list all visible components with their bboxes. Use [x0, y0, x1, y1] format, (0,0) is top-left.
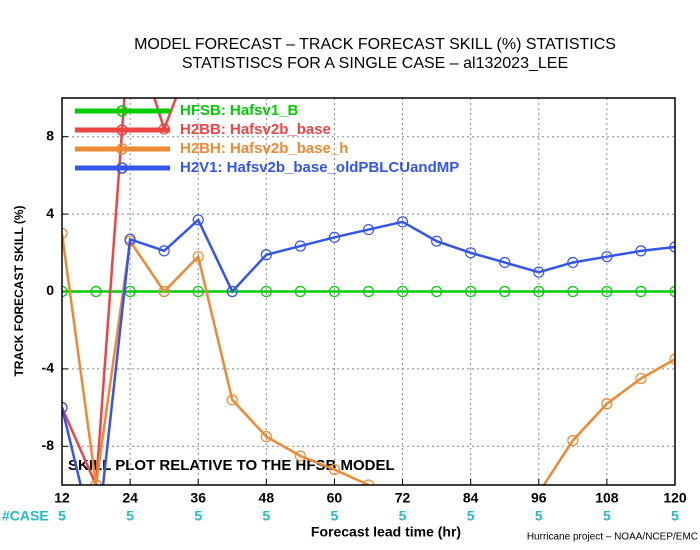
point-marker: [62, 285, 68, 298]
footer: Hurricane project – NOAA/NCEP/EMC: [527, 532, 698, 543]
x-tick-label: 60: [327, 490, 343, 506]
series-line: [62, 217, 675, 485]
point-marker: [62, 227, 68, 240]
case-count: 5: [535, 508, 543, 524]
x-tick-label: 72: [395, 490, 411, 506]
x-tick-label: 12: [54, 490, 70, 506]
chart-subtitle: STATISTISCS FOR A SINGLE CASE – al132023…: [182, 55, 568, 72]
point-marker: [260, 249, 272, 261]
point-marker: [362, 285, 375, 298]
point-marker: [465, 247, 477, 259]
point-marker: [226, 394, 238, 406]
legend-label: HFSB: Hafsv1_B: [180, 102, 299, 119]
point-marker: [432, 505, 442, 515]
point-marker: [328, 285, 341, 298]
point-marker: [124, 233, 136, 245]
case-count: 5: [603, 508, 611, 524]
annotation: SKILL PLOT RELATIVE TO THE HFSB MODEL: [68, 457, 395, 474]
point-marker: [567, 434, 579, 447]
point-marker: [635, 372, 647, 385]
point-marker: [396, 285, 409, 298]
point-marker: [192, 214, 204, 226]
legend-marker: [116, 124, 128, 136]
point-marker: [294, 240, 306, 252]
legend-label: H2V1: Hafsv2b_base_oldPBLCUandMP: [180, 159, 459, 176]
point-marker: [294, 450, 306, 462]
x-tick-label: 108: [595, 490, 619, 506]
case-label: #CASE: [2, 508, 49, 524]
x-axis-label: Forecast lead time (hr): [311, 524, 461, 540]
plot-frame: [61, 97, 676, 486]
y-tick-label: -8: [42, 437, 55, 453]
case-count: 5: [194, 508, 202, 524]
case-count: 5: [399, 508, 407, 524]
legend-marker: [116, 105, 128, 117]
point-marker: [226, 285, 238, 298]
case-count: 5: [126, 508, 134, 524]
point-marker: [567, 256, 579, 269]
point-marker: [362, 479, 375, 485]
x-tick-label: 24: [122, 490, 138, 506]
series-line: [62, 98, 178, 485]
series-line: [62, 233, 675, 485]
point-marker: [328, 231, 341, 243]
point-marker: [465, 285, 477, 298]
point-marker: [431, 235, 443, 247]
point-marker: [260, 431, 272, 443]
point-marker: [601, 398, 613, 410]
x-tick-label: 36: [190, 490, 206, 506]
y-tick-label: 8: [46, 127, 54, 143]
y-tick-label: 0: [46, 282, 54, 298]
x-tick-label: 48: [259, 490, 275, 506]
x-tick-label: 120: [663, 490, 687, 506]
point-marker: [669, 241, 675, 253]
point-marker: [669, 353, 675, 365]
point-marker: [158, 285, 170, 298]
point-marker: [533, 266, 545, 278]
case-count: 5: [671, 508, 679, 524]
point-marker: [500, 499, 510, 509]
case-count: 5: [331, 508, 339, 524]
point-marker: [90, 479, 102, 485]
point-marker: [125, 16, 135, 26]
point-marker: [158, 245, 170, 257]
point-marker: [328, 463, 341, 476]
point-marker: [601, 285, 613, 298]
case-count: 5: [262, 508, 270, 524]
point-marker: [499, 256, 511, 269]
point-marker: [499, 285, 511, 298]
legend-marker: [116, 162, 128, 174]
point-marker: [635, 245, 647, 257]
point-marker: [62, 402, 68, 414]
x-tick-label: 84: [463, 490, 479, 506]
point-marker: [90, 285, 102, 298]
point-marker: [533, 285, 545, 298]
point-marker: [91, 544, 101, 550]
point-marker: [260, 285, 272, 298]
legend-marker: [116, 143, 128, 155]
point-marker: [431, 285, 443, 298]
y-tick-label: -4: [42, 360, 55, 376]
point-marker: [567, 285, 579, 298]
case-count: 5: [58, 508, 66, 524]
point-marker: [294, 285, 306, 298]
point-marker: [192, 251, 204, 263]
point-marker: [192, 285, 204, 298]
legend-label: H2BB: Hafsv2b_base: [180, 121, 331, 138]
legend-label: H2BH: Hafsv2b_base_h: [180, 140, 348, 157]
case-count: 5: [467, 508, 475, 524]
point-marker: [362, 223, 375, 236]
x-tick-label: 96: [531, 490, 547, 506]
y-axis-label: TRACK FORECAST SKILL (%): [12, 205, 26, 376]
y-tick-label: 4: [46, 205, 54, 221]
point-marker: [601, 251, 613, 263]
point-marker: [396, 216, 409, 228]
chart-title: MODEL FORECAST – TRACK FORECAST SKILL (%…: [134, 36, 616, 53]
point-marker: [635, 285, 647, 298]
point-marker: [669, 285, 675, 298]
